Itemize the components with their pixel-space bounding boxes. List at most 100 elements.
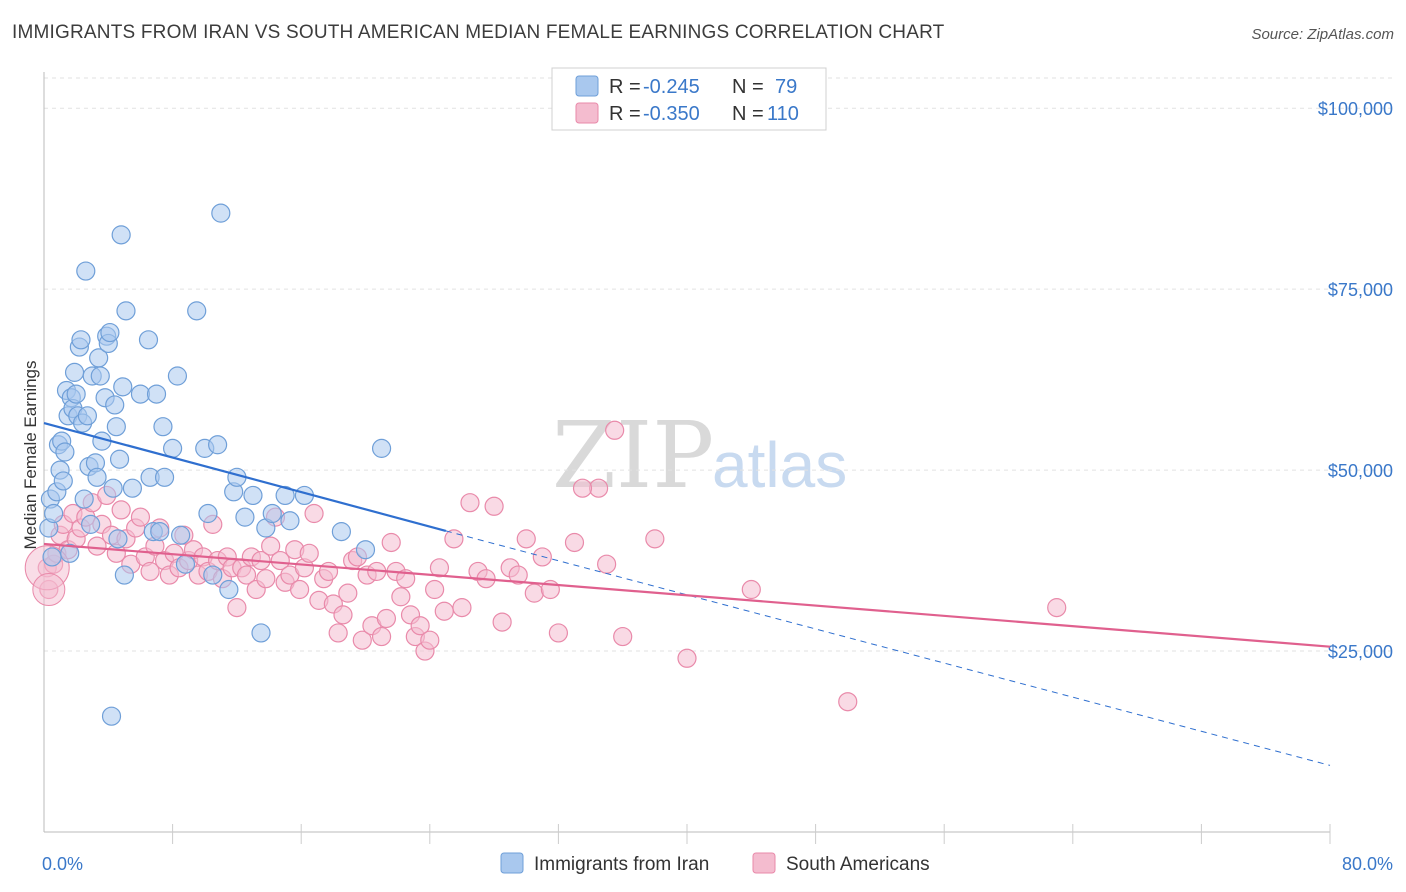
- scatter-point: [211, 203, 231, 223]
- bottom-legend: Immigrants from Iran South Americans: [500, 852, 930, 875]
- scatter-point: [256, 569, 276, 589]
- scatter-point: [236, 565, 257, 585]
- scatter-point: [138, 330, 159, 350]
- scatter-point-cluster: [32, 573, 66, 607]
- scatter-point: [74, 489, 94, 509]
- scatter-point: [425, 579, 445, 600]
- scatter-point: [111, 225, 131, 245]
- series-immigrants-from-iran: [39, 203, 392, 726]
- scatter-point: [154, 467, 175, 487]
- scatter-point: [331, 522, 351, 542]
- scatter-point: [613, 626, 633, 647]
- scatter-point: [146, 384, 167, 404]
- scatter-point: [328, 623, 348, 643]
- scatter-point: [338, 583, 358, 603]
- bottom-legend-swatch-blue: [500, 852, 524, 874]
- scatter-point: [116, 301, 136, 321]
- scatter-point: [66, 384, 86, 404]
- scatter-point: [275, 485, 295, 506]
- scatter-point: [113, 377, 133, 397]
- y-tick-label: $75,000: [1328, 280, 1393, 300]
- scatter-point: [103, 478, 123, 498]
- bottom-legend-swatch-pink: [752, 852, 776, 874]
- scatter-point: [548, 623, 569, 643]
- scatter-point: [64, 362, 85, 382]
- trend-line-iran: [43, 421, 447, 532]
- legend-swatch-blue: [575, 75, 599, 97]
- scatter-point: [87, 536, 107, 556]
- x-tick-label-max: 80.0%: [1342, 854, 1393, 874]
- scatter-point: [371, 626, 392, 647]
- scatter-point: [280, 511, 300, 531]
- watermark-atlas: atlas: [712, 429, 847, 501]
- legend-swatch-pink: [575, 102, 599, 124]
- scatter-point: [508, 565, 528, 585]
- scatter-point: [420, 630, 440, 650]
- scatter-point: [163, 438, 183, 458]
- scatter-point: [90, 366, 110, 386]
- scatter-point: [114, 565, 134, 585]
- scatter-point: [434, 601, 454, 621]
- x-axis-ticks: [172, 824, 1331, 844]
- scatter-point: [376, 608, 396, 629]
- scatter-point: [175, 554, 196, 574]
- scatter-point: [208, 435, 228, 455]
- scatter-point: [524, 583, 544, 603]
- scatter-point: [410, 616, 430, 636]
- scatter-point: [516, 529, 536, 549]
- scatter-point: [262, 503, 282, 524]
- source-label: Source: ZipAtlas.com: [1251, 26, 1394, 43]
- scatter-point: [187, 301, 207, 321]
- scatter-point: [492, 612, 512, 632]
- legend-r-label-2: R =: [609, 103, 641, 125]
- scatter-point: [381, 532, 401, 553]
- scatter-point: [76, 261, 96, 281]
- scatter-point: [333, 605, 353, 625]
- scatter-point: [203, 565, 223, 585]
- gridlines: [44, 77, 1392, 652]
- scatter-point: [645, 529, 665, 549]
- scatter-point: [371, 438, 392, 458]
- scatter-point: [167, 366, 188, 386]
- trend-line-south-americans: [43, 542, 1331, 648]
- scatter-point: [105, 395, 125, 415]
- scatter-point: [304, 503, 324, 524]
- legend: R = -0.245 N = 79 R = -0.350 N = 110: [551, 67, 827, 131]
- scatter-point: [243, 485, 263, 506]
- scatter-point: [122, 478, 143, 498]
- scatter-point: [355, 540, 376, 560]
- bottom-legend-label-south-americans: South Americans: [786, 854, 930, 875]
- scatter-point: [460, 493, 480, 513]
- y-tick-label: $100,000: [1318, 99, 1393, 119]
- scatter-point: [219, 579, 239, 600]
- scatter-point: [605, 420, 625, 440]
- legend-n-value-1: 79: [775, 76, 797, 98]
- scatter-point: [81, 514, 101, 534]
- scatter-point: [130, 507, 151, 527]
- scatter-point: [130, 384, 151, 404]
- scatter-point: [484, 496, 504, 516]
- legend-r-label-1: R =: [609, 76, 641, 98]
- scatter-point: [429, 558, 450, 578]
- scatter-point: [171, 525, 191, 545]
- scatter-point: [60, 543, 80, 563]
- scatter-point: [1047, 598, 1067, 618]
- scatter-point: [53, 471, 73, 491]
- scatter-point: [572, 478, 593, 498]
- y-axis-tick-labels: $25,000 $50,000 $75,000 $100,000: [1318, 99, 1393, 662]
- x-tick-label-min: 0.0%: [42, 854, 83, 874]
- trend-line-iran-extension: [445, 530, 1331, 766]
- legend-n-label-2: N =: [732, 103, 764, 125]
- scatter-point: [741, 579, 761, 600]
- scatter-point: [71, 330, 91, 350]
- y-axis-label: Median Female Earnings: [21, 361, 40, 550]
- scatter-point: [597, 554, 617, 574]
- y-tick-label: $25,000: [1328, 642, 1393, 662]
- scatter-point: [452, 598, 472, 618]
- scatter-point: [444, 529, 464, 549]
- scatter-point: [100, 322, 120, 343]
- scatter-point: [101, 706, 122, 726]
- scatter-point: [106, 417, 126, 437]
- legend-n-label-1: N =: [732, 76, 764, 98]
